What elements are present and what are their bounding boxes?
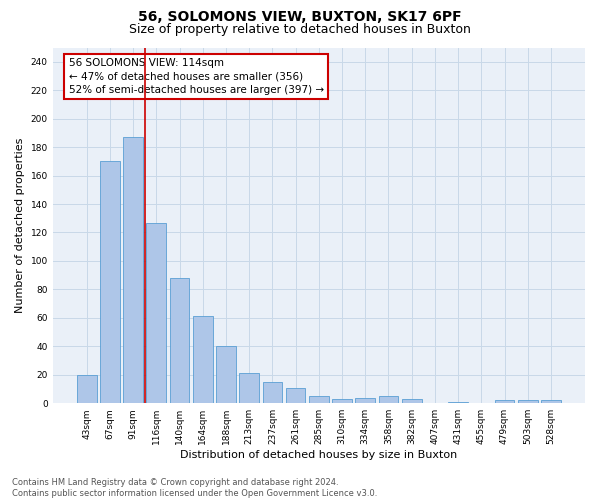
Bar xyxy=(355,398,375,403)
Y-axis label: Number of detached properties: Number of detached properties xyxy=(15,138,25,313)
X-axis label: Distribution of detached houses by size in Buxton: Distribution of detached houses by size … xyxy=(180,450,457,460)
Bar xyxy=(239,374,259,403)
Bar xyxy=(123,137,143,403)
Bar xyxy=(494,400,514,403)
Bar xyxy=(518,400,538,403)
Text: Contains HM Land Registry data © Crown copyright and database right 2024.
Contai: Contains HM Land Registry data © Crown c… xyxy=(12,478,377,498)
Bar xyxy=(402,399,422,403)
Bar xyxy=(193,316,212,403)
Text: 56, SOLOMONS VIEW, BUXTON, SK17 6PF: 56, SOLOMONS VIEW, BUXTON, SK17 6PF xyxy=(138,10,462,24)
Bar xyxy=(100,162,120,403)
Bar xyxy=(332,399,352,403)
Bar xyxy=(170,278,190,403)
Bar xyxy=(286,388,305,403)
Bar xyxy=(448,402,468,403)
Text: 56 SOLOMONS VIEW: 114sqm
← 47% of detached houses are smaller (356)
52% of semi-: 56 SOLOMONS VIEW: 114sqm ← 47% of detach… xyxy=(68,58,324,94)
Bar xyxy=(263,382,282,403)
Bar xyxy=(77,375,97,403)
Bar xyxy=(541,400,561,403)
Bar xyxy=(146,222,166,403)
Text: Size of property relative to detached houses in Buxton: Size of property relative to detached ho… xyxy=(129,22,471,36)
Bar xyxy=(216,346,236,403)
Bar xyxy=(379,396,398,403)
Bar xyxy=(309,396,329,403)
